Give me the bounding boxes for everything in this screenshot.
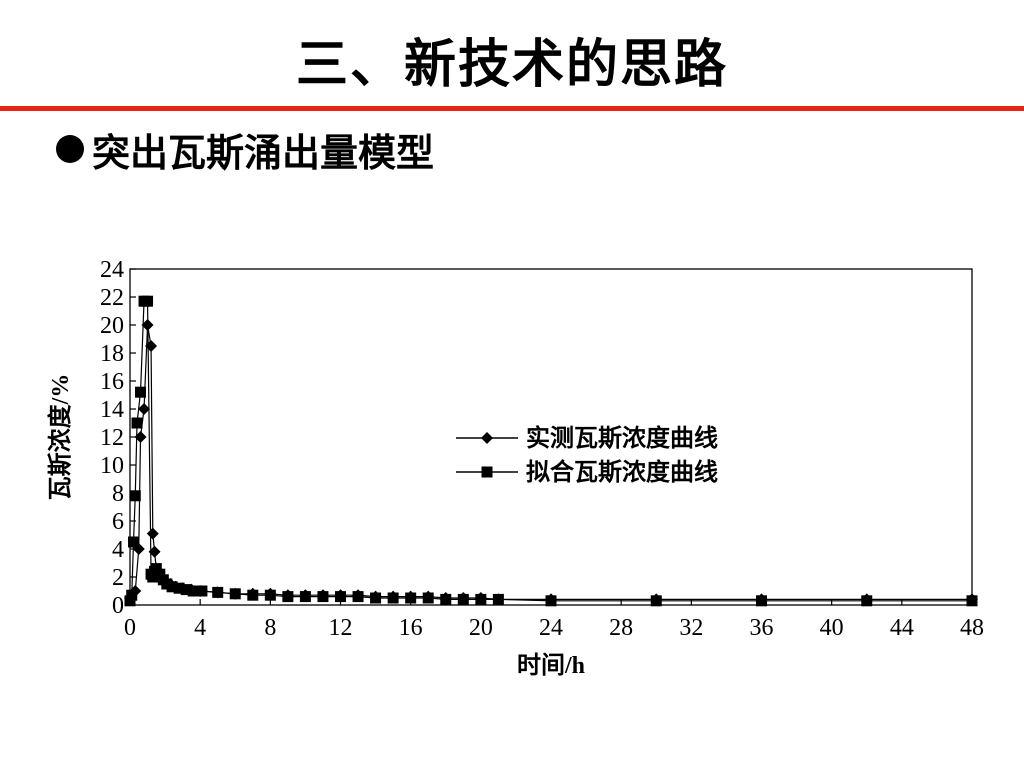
data-point — [180, 584, 192, 596]
data-point — [166, 581, 178, 593]
data-point — [173, 582, 185, 594]
x-tick-label: 4 — [194, 615, 206, 641]
data-point — [756, 595, 767, 607]
x-axis-ticks: 0 4 8 12 16 20 24 28 32 36 40 44 48 — [124, 599, 984, 641]
bullet-text: 突出瓦斯涌出量模型 — [92, 129, 435, 175]
legend-label: 拟合瓦斯浓度曲线 — [526, 458, 718, 486]
y-tick-label: 10 — [100, 453, 124, 479]
x-tick-label: 8 — [264, 615, 276, 641]
data-point — [150, 563, 162, 575]
y-tick-label: 6 — [112, 509, 124, 535]
data-point — [422, 592, 434, 604]
data-point — [135, 386, 147, 398]
x-tick-label: 44 — [890, 615, 914, 641]
data-point — [154, 568, 166, 580]
data-point — [861, 595, 873, 607]
slide-title: 三、新技术的思路 — [295, 34, 728, 95]
legend-marker — [481, 466, 493, 478]
data-point — [282, 591, 294, 603]
data-point — [124, 595, 136, 607]
data-point — [492, 593, 504, 605]
data-point — [966, 595, 978, 607]
legend-marker — [481, 432, 493, 444]
bullet-dot-icon — [56, 135, 84, 163]
data-point — [229, 588, 241, 600]
y-tick-label: 2 — [112, 565, 124, 591]
title-divider — [0, 106, 1024, 111]
y-axis-label: 瓦斯浓度/% — [46, 374, 74, 501]
data-point — [440, 593, 452, 605]
data-point — [405, 592, 417, 604]
data-point — [387, 592, 399, 604]
x-tick-label: 20 — [469, 615, 493, 641]
y-tick-label: 16 — [100, 369, 124, 395]
data-point — [475, 593, 487, 605]
data-point — [146, 527, 159, 540]
legend-item: 拟合瓦斯浓度曲线 — [456, 458, 718, 486]
x-tick-label: 16 — [399, 615, 423, 641]
data-point — [131, 417, 143, 429]
y-tick-label: 18 — [100, 341, 124, 367]
legend-item: 实测瓦斯浓度曲线 — [456, 424, 718, 452]
data-point — [138, 403, 151, 415]
x-tick-label: 0 — [124, 615, 136, 641]
bullet-item: 突出瓦斯涌出量模型 — [56, 124, 435, 175]
y-tick-label: 20 — [100, 313, 124, 339]
legend-label: 实测瓦斯浓度曲线 — [526, 424, 718, 452]
x-tick-label: 24 — [539, 615, 563, 641]
gas-concentration-chart: 0 4 8 12 16 20 24 28 32 36 40 44 48 0246810121416182… — [46, 257, 984, 679]
data-point — [317, 591, 329, 603]
data-point — [335, 591, 346, 603]
y-tick-label: 8 — [112, 481, 124, 507]
data-point — [126, 589, 138, 601]
data-point — [187, 585, 199, 597]
series-line — [129, 324, 972, 600]
data-point — [128, 536, 140, 548]
data-point — [129, 490, 141, 502]
series-2 — [124, 295, 978, 607]
data-point — [457, 593, 469, 605]
data-point — [352, 591, 364, 603]
x-tick-label: 32 — [679, 615, 703, 641]
data-point — [370, 592, 382, 604]
y-tick-label: 0 — [112, 593, 124, 619]
chart-container: 0 4 8 12 16 20 24 28 32 36 40 44 48 0 2 4 6 8 10 12 14 16 18 2… — [46, 248, 990, 688]
y-tick-label: 22 — [100, 285, 124, 311]
data-point — [134, 431, 147, 443]
data-point — [148, 545, 161, 558]
data-point — [147, 571, 159, 583]
series-layer — [124, 295, 978, 607]
y-tick-label: 14 — [100, 397, 124, 423]
y-tick-label: 12 — [100, 425, 124, 451]
data-point — [247, 589, 259, 601]
data-point — [299, 591, 311, 603]
x-tick-label: 48 — [960, 615, 984, 641]
y-tick-label: 4 — [112, 537, 124, 563]
data-point — [142, 295, 154, 307]
data-point — [264, 589, 276, 601]
x-tick-label: 36 — [750, 615, 774, 641]
x-axis-label: 时间/h — [517, 652, 585, 679]
x-tick-label: 40 — [820, 615, 844, 641]
data-point — [212, 586, 224, 598]
data-point — [650, 595, 662, 607]
data-point — [545, 595, 557, 607]
y-tick-label: 24 — [100, 257, 124, 283]
x-tick-label: 28 — [609, 615, 633, 641]
data-point — [196, 585, 208, 597]
x-tick-label: 12 — [329, 615, 353, 641]
